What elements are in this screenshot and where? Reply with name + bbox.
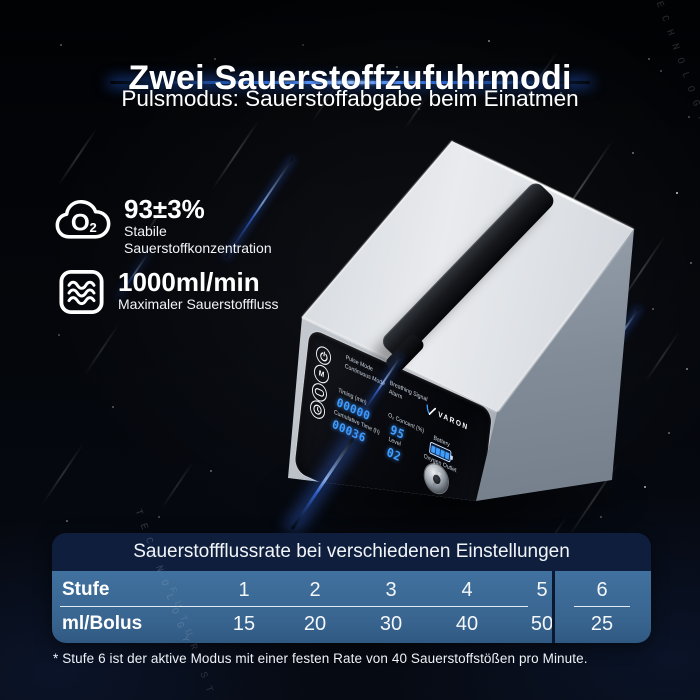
table-cell: 2 xyxy=(309,579,321,601)
spec-value: 1000ml/min xyxy=(118,267,260,297)
table-cell-level6: 25 xyxy=(590,613,614,635)
airflow-waves-icon xyxy=(58,269,105,320)
spec-label: Maximaler Sauerstofffluss xyxy=(118,296,279,312)
varon-logo: VARON xyxy=(424,402,469,435)
column-divider xyxy=(552,571,555,643)
flow-rate-table: Sauerstoffflussrate bei verschiedenen Ei… xyxy=(52,533,651,643)
table-cell-level6: 6 xyxy=(596,579,608,601)
table-cell: 1 xyxy=(238,579,250,601)
varon-v-icon xyxy=(426,404,437,415)
title-glow-divider xyxy=(110,81,590,84)
timer-clock-icon xyxy=(313,404,322,415)
power-button xyxy=(315,343,332,368)
row-label: Stufe xyxy=(62,579,110,600)
table-cell: 30 xyxy=(379,613,403,635)
table-cell: 50 xyxy=(530,613,554,635)
row-divider xyxy=(60,605,528,607)
table-cell: 5 xyxy=(536,579,548,601)
spec-label: Sauerstoffkonzentration xyxy=(124,240,272,256)
mode-m-label: M xyxy=(318,369,325,380)
svg-text:2: 2 xyxy=(90,220,97,235)
spec-label: Stabile xyxy=(124,223,167,239)
table-title: Sauerstoffflussrate bei verschiedenen Ei… xyxy=(52,533,651,571)
timer-button xyxy=(309,397,326,422)
spec-max-flow: 1000ml/min Maximaler Sauerstofffluss xyxy=(58,269,279,320)
page-title: Zwei Sauerstoffzufuhrmodi xyxy=(128,58,572,97)
page-subtitle: Pulsmodus: Sauerstoffabgabe beim Einatme… xyxy=(121,86,579,111)
row-divider-level6 xyxy=(574,605,630,607)
table-cell: 20 xyxy=(303,613,327,635)
varon-logo-text: VARON xyxy=(437,410,470,432)
o2-cloud-icon: O 2 xyxy=(55,196,111,257)
table-body: Stufe 1 2 3 4 5 6 ml/Bolus 15 20 30 40 5… xyxy=(52,571,651,643)
power-icon xyxy=(319,350,328,361)
control-panel: M Pulse Mode Continuous Mode Timing (min… xyxy=(294,328,493,501)
spec-value: 93±3% xyxy=(124,194,205,224)
row-label: ml/Bolus xyxy=(62,613,143,634)
svg-text:O: O xyxy=(71,209,90,236)
spec-oxygen-concentration: O 2 93±3% Stabile Sauerstoffkonzentratio… xyxy=(55,196,272,257)
table-cell: 40 xyxy=(455,613,479,635)
footnote: * Stufe 6 ist der aktive Modus mit einer… xyxy=(53,651,588,666)
level-capsule-icon xyxy=(314,387,325,398)
table-cell: 4 xyxy=(461,579,473,601)
table-cell: 3 xyxy=(385,579,397,601)
table-cell: 15 xyxy=(232,613,256,635)
